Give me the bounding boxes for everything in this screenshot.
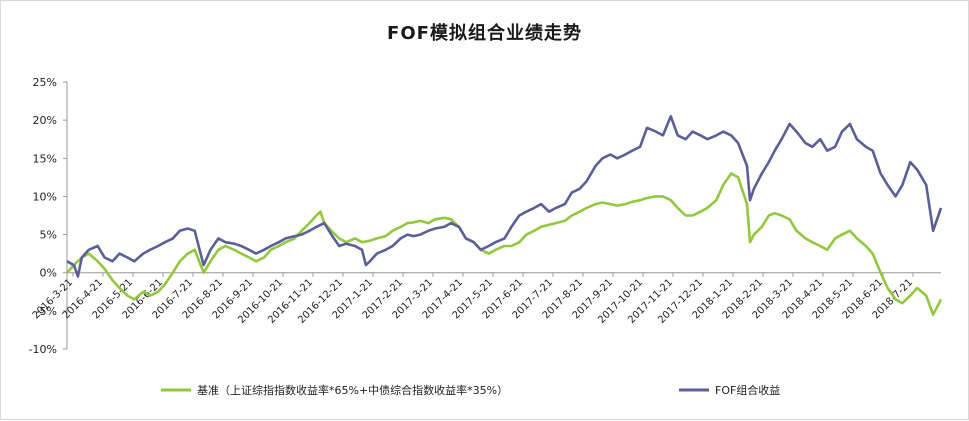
y-tick-label: -10% (29, 343, 57, 356)
y-tick-label: 25% (33, 76, 57, 89)
series-line-fof (66, 115, 943, 278)
legend-label-fof: FOF组合收益 (715, 383, 780, 397)
series-line-benchmark (66, 172, 943, 316)
chart-title: FOF模拟组合业绩走势 (387, 23, 582, 44)
y-tick-label: 15% (33, 152, 57, 165)
y-tick-label: 10% (33, 190, 57, 203)
y-tick-label: -5% (36, 305, 57, 318)
y-tick-label: 20% (33, 114, 57, 127)
y-tick-label: 5% (40, 229, 57, 242)
y-tick-label: 0% (40, 267, 57, 280)
legend-label-benchmark: 基准（上证综指指数收益率*65%+中债综合指数收益率*35%） (197, 383, 508, 397)
